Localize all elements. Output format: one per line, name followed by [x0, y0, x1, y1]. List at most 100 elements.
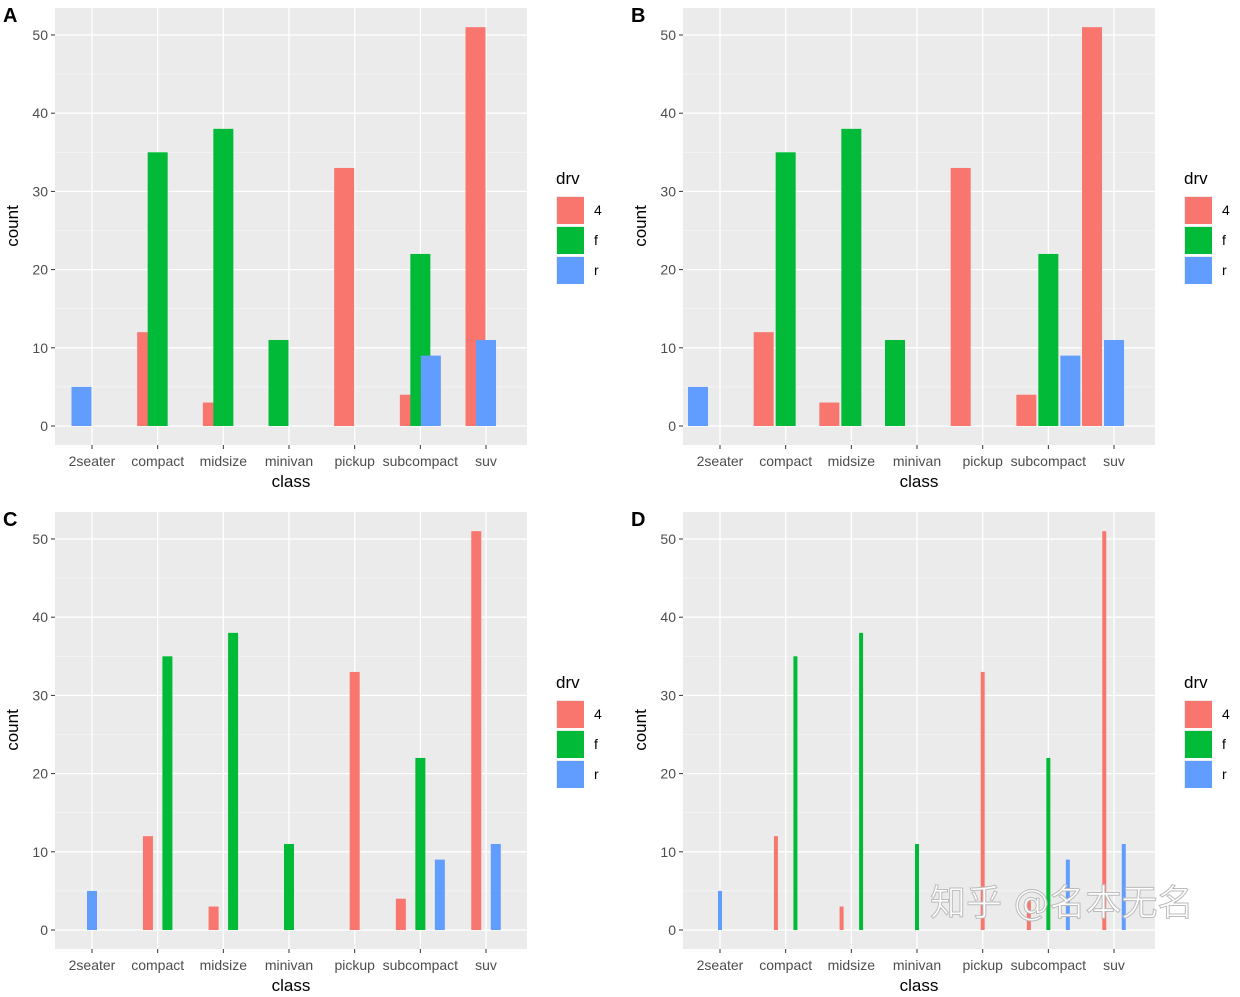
panel-label: A: [3, 5, 17, 27]
panel-c: 0 10 20 30 40 50 2seater compact midsize minivan p…: [3, 509, 602, 995]
x-tick-label: midsize: [828, 957, 876, 973]
legend-title: drv: [556, 673, 580, 692]
panel-label: D: [631, 509, 645, 531]
legend-swatch-r: [557, 761, 584, 788]
legend: drv 4 fr: [1184, 673, 1230, 788]
legend-label: r: [594, 766, 599, 782]
y-tick-label: 50: [660, 27, 676, 43]
bar-2seater-r: [87, 890, 97, 930]
x-axis-title: class: [900, 976, 939, 995]
x-tick-label: subcompact: [383, 453, 459, 469]
x-tick-label: suv: [1103, 453, 1125, 469]
legend-swatch-4: [557, 197, 584, 224]
y-tick-label: 20: [660, 766, 676, 782]
y-axis-title: count: [631, 205, 650, 247]
panel-d: 0 10 20 30 40 50 2seater compact midsize minivan p…: [631, 509, 1230, 995]
bar-pickup-4: [950, 167, 971, 426]
bar-minivan-f: [284, 843, 295, 930]
legend-label: 4: [594, 706, 602, 722]
panel-label: C: [3, 509, 17, 531]
bar-compact-f: [147, 152, 168, 427]
legend-title: drv: [1184, 673, 1208, 692]
x-tick-label: suv: [1103, 957, 1125, 973]
bar-midsize-f: [213, 128, 234, 426]
y-tick-label: 30: [660, 687, 676, 703]
y-tick-label: 40: [32, 609, 48, 625]
bar-suv-r: [476, 339, 497, 426]
bar-subcompact-f: [1038, 253, 1059, 426]
y-axis-title: count: [631, 709, 650, 751]
x-tick-label: subcompact: [1011, 957, 1087, 973]
bar-compact-4: [773, 836, 778, 930]
bar-compact-f: [775, 152, 796, 427]
x-tick-label: subcompact: [1011, 453, 1087, 469]
legend-swatch-4: [1185, 701, 1212, 728]
bar-suv-4: [471, 531, 482, 930]
bar-compact-4: [142, 836, 153, 930]
y-tick-label: 20: [660, 262, 676, 278]
bar-minivan-f: [885, 339, 906, 426]
y-tick-label: 30: [32, 183, 48, 199]
bar-pickup-4: [334, 167, 355, 426]
y-tick-label: 10: [32, 340, 48, 356]
x-tick-label: minivan: [893, 957, 941, 973]
y-tick-label: 0: [40, 922, 48, 938]
x-tick-label: suv: [475, 453, 497, 469]
legend-label: 4: [1222, 202, 1230, 218]
y-tick-label: 40: [660, 609, 676, 625]
x-tick-label: pickup: [334, 453, 375, 469]
x-tick-label: compact: [131, 957, 184, 973]
legend: drv 4 fr: [1184, 169, 1230, 284]
bar-midsize-4: [819, 402, 840, 426]
x-tick-label: 2seater: [69, 957, 116, 973]
bar-2seater-r: [688, 386, 708, 426]
bar-suv-4: [465, 27, 486, 427]
watermark: 知乎 @名本无名: [930, 883, 1193, 924]
bar-subcompact-r: [420, 355, 441, 426]
y-tick-label: 40: [32, 105, 48, 121]
y-tick-label: 10: [660, 340, 676, 356]
bar-minivan-f: [915, 843, 920, 930]
bar-suv-r: [1121, 843, 1126, 930]
panel-a: 0 10 20 30 40 50 2seater compact midsize minivan p…: [3, 5, 602, 491]
legend-swatch-r: [1185, 761, 1212, 788]
legend-title: drv: [1184, 169, 1208, 188]
bar-midsize-f: [228, 632, 239, 930]
legend-label: f: [594, 232, 598, 248]
bar-midsize-f: [859, 632, 864, 930]
bar-subcompact-4: [1026, 898, 1031, 930]
bar-compact-4: [753, 332, 774, 426]
legend-swatch-r: [557, 257, 584, 284]
legend-swatch-f: [557, 731, 584, 758]
bar-compact-f: [793, 656, 798, 930]
legend-label: f: [1222, 736, 1226, 752]
x-tick-label: compact: [759, 957, 812, 973]
bar-midsize-f: [841, 128, 862, 426]
bar-subcompact-r: [1060, 355, 1081, 426]
bar-midsize-4: [839, 906, 844, 930]
legend-label: 4: [1222, 706, 1230, 722]
bar-minivan-f: [268, 339, 289, 426]
legend-swatch-4: [1185, 197, 1212, 224]
bar-pickup-4: [349, 671, 360, 930]
panel-label: B: [631, 5, 645, 27]
legend-label: f: [594, 736, 598, 752]
legend: drv 4 fr: [556, 673, 602, 788]
bar-subcompact-r: [1065, 859, 1070, 930]
y-tick-label: 30: [660, 183, 676, 199]
bar-compact-f: [162, 656, 173, 930]
bar-subcompact-4: [395, 898, 406, 930]
panel-b: 0 10 20 30 40 50 2seater compact midsize minivan p…: [631, 5, 1230, 491]
x-tick-label: subcompact: [383, 957, 459, 973]
y-tick-label: 40: [660, 105, 676, 121]
legend-swatch-4: [557, 701, 584, 728]
x-tick-label: 2seater: [697, 957, 744, 973]
x-axis-title: class: [272, 472, 311, 491]
x-tick-label: 2seater: [69, 453, 116, 469]
legend-swatch-f: [557, 227, 584, 254]
x-tick-label: midsize: [200, 957, 248, 973]
y-tick-label: 0: [668, 418, 676, 434]
y-tick-label: 0: [668, 922, 676, 938]
x-axis-title: class: [900, 472, 939, 491]
